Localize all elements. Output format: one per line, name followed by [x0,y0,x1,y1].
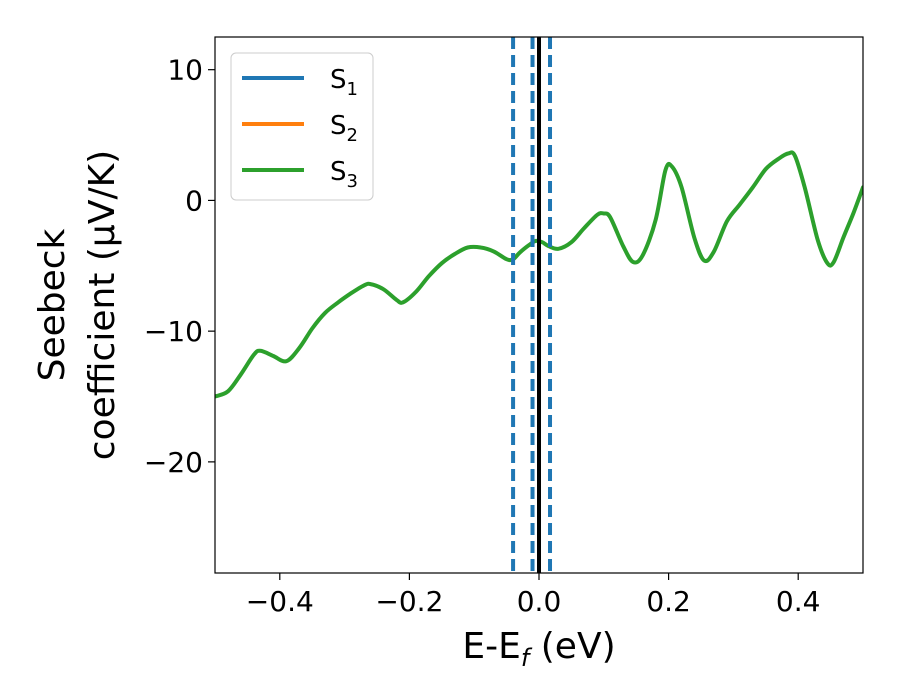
y-tick-label: 0 [185,184,203,217]
y-axis-ticks: 10 0 −10 −20 [144,54,215,479]
y-axis-label: Seebeck coefficient (μV/K) [32,150,123,460]
legend: S1 S2 S3 [230,52,374,201]
x-tick-label: 0.2 [646,585,691,618]
x-axis-label: E-Ef (eV) [462,626,615,672]
legend-label-s3: S3 [330,157,358,192]
y-tick-label: 10 [167,54,203,87]
plot-data-layer [215,37,863,573]
x-tick-label: −0.2 [375,585,443,618]
x-tick-label: −0.4 [246,585,314,618]
y-tick-label: −20 [144,446,203,479]
x-tick-label: 0.0 [517,585,562,618]
legend-label-s1: S1 [330,65,358,100]
x-tick-label: 0.4 [776,585,821,618]
y-axis-label-line2: coefficient (μV/K) [82,150,123,460]
legend-label-s2: S2 [330,111,358,146]
y-tick-label: −10 [144,315,203,348]
x-axis-ticks: −0.4 −0.2 0.0 0.2 0.4 [246,573,821,618]
y-axis-label-line1: Seebeck [32,228,73,381]
legend-items: S1 S2 S3 [242,65,358,192]
legend-frame [230,52,374,201]
